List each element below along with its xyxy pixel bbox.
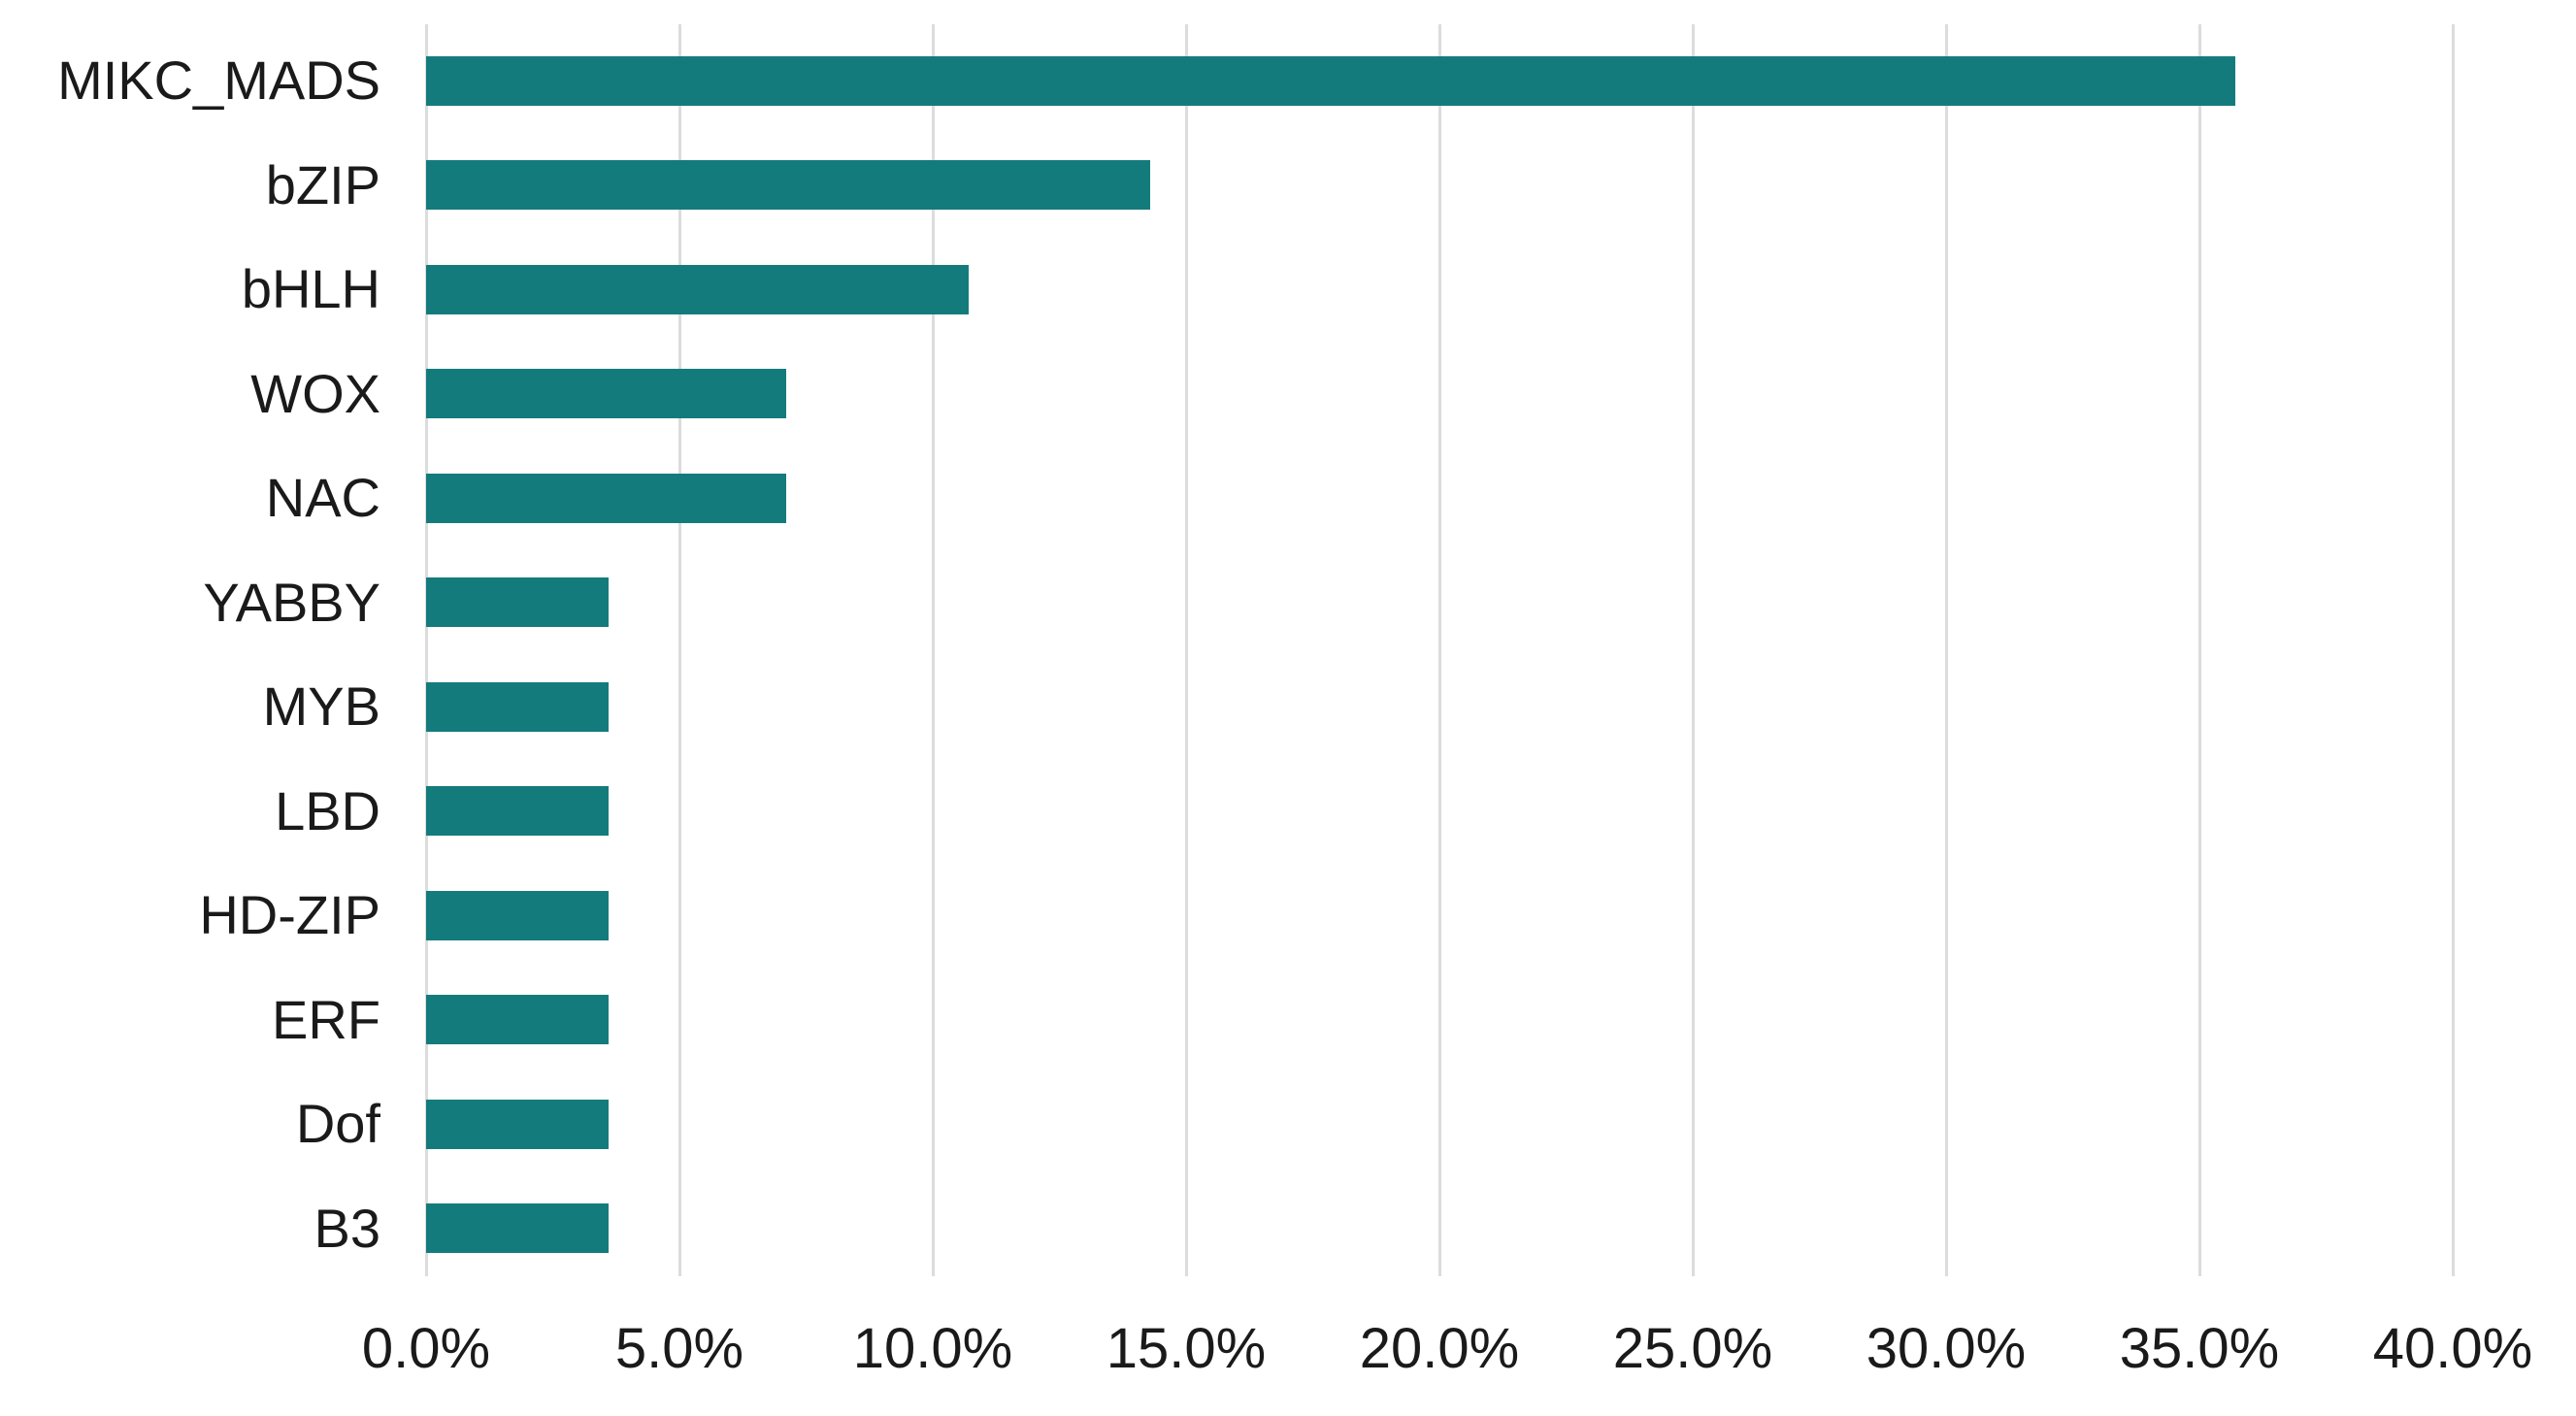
category-label: MIKC_MADS (57, 49, 380, 111)
category-label: bZIP (265, 153, 380, 215)
bar (426, 995, 609, 1044)
gridline (2197, 24, 2201, 1276)
bar (426, 1203, 609, 1253)
bar (426, 1099, 609, 1149)
category-label: B3 (314, 1197, 381, 1259)
x-axis-tick-label: 0.0% (361, 1317, 491, 1380)
bar (426, 473, 786, 523)
category-label: MYB (262, 675, 380, 737)
x-axis-tick-label: 10.0% (852, 1317, 1013, 1380)
gridline (1437, 24, 1441, 1276)
gridline (424, 24, 428, 1276)
gridline (1691, 24, 1695, 1276)
category-label: Dof (295, 1093, 380, 1154)
bar (426, 890, 609, 940)
category-label: WOX (250, 362, 380, 424)
x-axis-tick-label: 5.0% (614, 1317, 744, 1380)
category-label: NAC (265, 467, 380, 528)
x-axis-tick-label: 15.0% (1106, 1317, 1267, 1380)
x-axis-tick-label: 20.0% (1359, 1317, 1520, 1380)
x-axis-tick-label: 35.0% (2119, 1317, 2280, 1380)
gridline (1184, 24, 1188, 1276)
bar (426, 786, 609, 836)
bar (426, 160, 1151, 210)
gridline (1944, 24, 1948, 1276)
x-axis-tick-label: 30.0% (1866, 1317, 2027, 1380)
x-axis-tick-label: 25.0% (1612, 1317, 1773, 1380)
bar (426, 264, 969, 314)
bar (426, 577, 609, 627)
gridline (931, 24, 935, 1276)
bar (426, 369, 786, 418)
category-label: bHLH (241, 258, 380, 319)
category-label: ERF (272, 988, 380, 1050)
category-label: YABBY (203, 571, 380, 633)
x-axis-tick-label: 40.0% (2372, 1317, 2533, 1380)
gridline (677, 24, 681, 1276)
gridline (2451, 24, 2455, 1276)
bar (426, 681, 609, 732)
bar (426, 55, 2235, 106)
category-label: HD-ZIP (199, 884, 380, 945)
category-label: LBD (275, 779, 380, 841)
